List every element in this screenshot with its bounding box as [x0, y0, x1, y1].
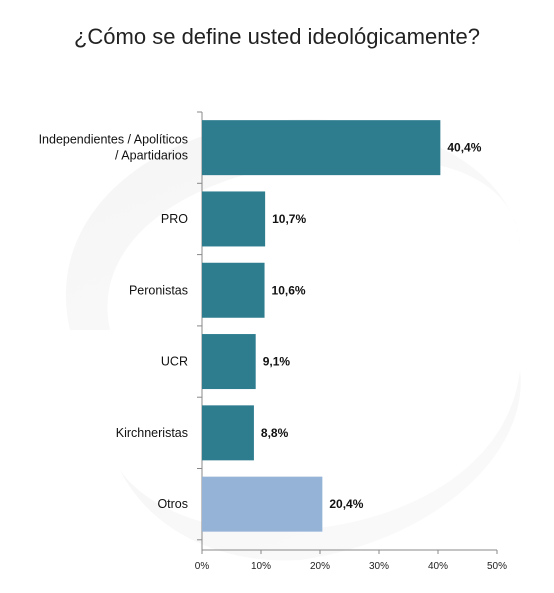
plot-area: 0% 10% 20% 30% 40% 50% Independientes / Apolít…	[39, 111, 507, 572]
bar	[202, 191, 266, 247]
category-label: Independientes / Apolíticos / Apartidario…	[39, 133, 188, 163]
value-label: 10,7%	[272, 212, 306, 226]
bar	[202, 334, 256, 390]
bar	[202, 120, 441, 176]
value-label: 40,4%	[447, 141, 481, 155]
category-label: UCR	[161, 355, 188, 369]
bar	[202, 262, 265, 318]
watermark	[65, 119, 521, 561]
x-tick-label: 30%	[369, 561, 389, 572]
bar	[202, 476, 323, 532]
category-label: Kirchneristas	[116, 426, 188, 440]
x-tick-label: 50%	[487, 561, 507, 572]
value-label: 8,8%	[261, 426, 289, 440]
value-label: 20,4%	[329, 497, 363, 511]
x-tick-label: 10%	[251, 561, 271, 572]
category-label: Peronistas	[129, 283, 188, 297]
category-label: Otros	[157, 497, 188, 511]
chart-title: ¿Cómo se define usted ideológicamente?	[73, 24, 481, 49]
value-label: 10,6%	[272, 283, 306, 297]
value-label: 9,1%	[263, 355, 291, 369]
category-label: PRO	[161, 212, 188, 226]
x-tick-label: 20%	[310, 561, 330, 572]
x-tick-label: 0%	[195, 561, 210, 572]
bar	[202, 405, 254, 461]
x-tick-label: 40%	[428, 561, 448, 572]
